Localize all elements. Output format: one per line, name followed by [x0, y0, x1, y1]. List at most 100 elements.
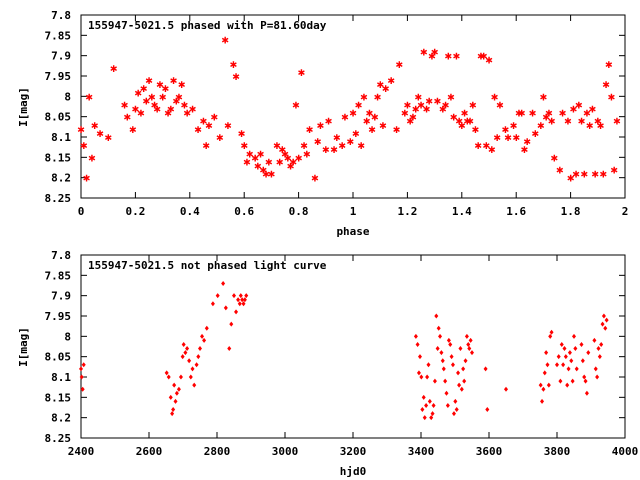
y-tick-label: 8.1 — [51, 131, 71, 144]
x-tick-label: 3600 — [476, 445, 503, 458]
data-point — [441, 366, 446, 372]
data-point: ✱ — [205, 118, 212, 132]
data-point: ✱ — [129, 122, 136, 136]
data-point: ✱ — [477, 49, 484, 63]
data-point: ✱ — [173, 93, 180, 107]
data-point: ✱ — [518, 106, 525, 120]
data-point: ✱ — [355, 97, 362, 111]
chart-title: 155947-5021.5 not phased light curve — [88, 259, 327, 272]
data-point: ✱ — [491, 89, 498, 103]
data-point — [210, 301, 215, 307]
data-point: ✱ — [466, 114, 473, 128]
x-tick-label: 2800 — [204, 445, 231, 458]
data-point: ✱ — [374, 89, 381, 103]
y-tick-label: 8.15 — [45, 151, 72, 164]
data-point: ✱ — [572, 167, 579, 181]
x-tick-label: 0.4 — [180, 205, 200, 218]
data-point: ✱ — [608, 89, 615, 103]
data-point: ✱ — [80, 138, 87, 152]
data-point: ✱ — [379, 118, 386, 132]
data-point: ✱ — [203, 138, 210, 152]
data-point — [171, 407, 176, 413]
data-point — [466, 341, 471, 347]
data-point: ✱ — [194, 122, 201, 136]
y-tick-label: 8.2 — [51, 412, 71, 425]
y-tick-label: 8.05 — [45, 111, 72, 124]
data-point — [562, 346, 567, 352]
data-point — [417, 354, 422, 360]
data-point: ✱ — [431, 45, 438, 59]
data-point — [425, 374, 430, 380]
data-point: ✱ — [167, 102, 174, 116]
data-point — [424, 402, 429, 408]
x-tick-label: 2 — [622, 205, 629, 218]
data-point: ✱ — [447, 89, 454, 103]
x-axis-label: phase — [336, 225, 369, 238]
data-point — [204, 325, 209, 331]
data-point — [185, 346, 190, 352]
x-tick-label: 1.4 — [452, 205, 472, 218]
data-point: ✱ — [151, 97, 158, 111]
data-point: ✱ — [368, 122, 375, 136]
x-tick-labels: 0 0.2 0.4 0.6 0.8 1 1.2 1.4 1.6 1.8 2 — [78, 205, 629, 218]
data-point — [429, 415, 434, 421]
data-point — [542, 370, 547, 376]
data-point — [436, 325, 441, 331]
data-point: ✱ — [480, 49, 487, 63]
data-point: ✱ — [91, 118, 98, 132]
data-point: ✱ — [455, 114, 462, 128]
data-point: ✱ — [556, 163, 563, 177]
data-point: ✱ — [423, 102, 430, 116]
data-point — [451, 411, 456, 417]
data-point — [459, 386, 464, 392]
data-point: ✱ — [284, 150, 291, 164]
data-point — [174, 390, 179, 396]
data-point — [565, 382, 570, 388]
data-point: ✱ — [339, 138, 346, 152]
data-point: ✱ — [377, 77, 384, 91]
data-point: ✱ — [224, 118, 231, 132]
data-point — [574, 366, 579, 372]
data-point — [413, 333, 418, 339]
data-point — [430, 411, 435, 417]
data-point: ✱ — [393, 122, 400, 136]
data-point: ✱ — [545, 106, 552, 120]
data-point — [232, 293, 236, 299]
data-point: ✱ — [445, 49, 452, 63]
data-point: ✱ — [564, 114, 571, 128]
data-points — [79, 280, 609, 421]
data-point — [434, 313, 439, 319]
x-tick-label: 4000 — [612, 445, 639, 458]
x-tick-label: 1.2 — [397, 205, 417, 218]
data-point — [80, 386, 85, 392]
data-point — [569, 358, 574, 364]
data-point — [432, 378, 437, 384]
data-point — [240, 297, 245, 303]
data-point: ✱ — [586, 118, 593, 132]
data-point — [237, 301, 242, 307]
data-point: ✱ — [371, 110, 378, 124]
data-point — [540, 398, 545, 404]
data-point: ✱ — [461, 106, 468, 120]
data-point — [79, 366, 83, 372]
data-point: ✱ — [175, 89, 182, 103]
data-point — [79, 374, 84, 380]
data-point: ✱ — [363, 114, 370, 128]
data-point: ✱ — [347, 134, 354, 148]
data-point: ✱ — [510, 118, 517, 132]
data-point: ✱ — [265, 154, 272, 168]
data-point — [242, 297, 247, 303]
data-point — [595, 374, 600, 380]
data-point — [196, 354, 201, 360]
data-point: ✱ — [349, 106, 356, 120]
data-point — [601, 313, 606, 319]
data-point: ✱ — [420, 45, 427, 59]
data-point: ✱ — [529, 106, 536, 120]
data-point — [572, 333, 576, 339]
data-point: ✱ — [330, 142, 337, 156]
data-point: ✱ — [325, 114, 332, 128]
data-point — [446, 337, 451, 343]
data-point — [227, 346, 232, 352]
data-point: ✱ — [412, 102, 419, 116]
